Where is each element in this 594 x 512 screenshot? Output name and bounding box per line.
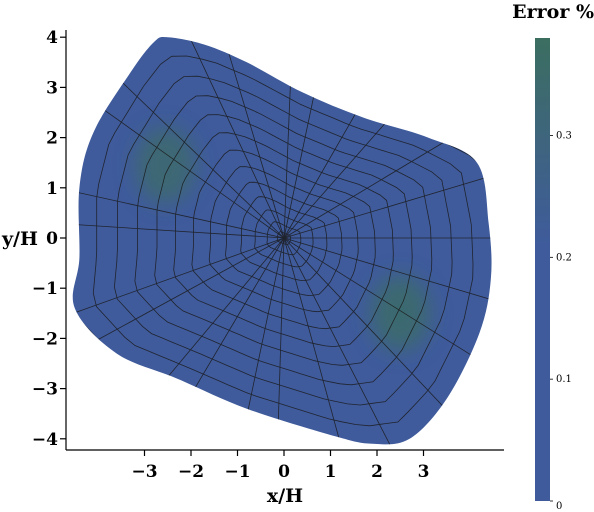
y-tick-label: −4	[32, 430, 58, 450]
mesh-spoke	[97, 104, 285, 239]
mesh-spoke	[283, 237, 479, 360]
mesh-spoke	[191, 237, 285, 395]
mesh-ring	[191, 149, 376, 330]
mesh-spoke	[92, 237, 285, 343]
mesh-spoke	[72, 237, 285, 316]
x-tick-label: 1	[325, 462, 337, 482]
x-tick-label: −3	[131, 462, 157, 482]
mesh-spoke	[283, 237, 342, 445]
y-tick-label: 0	[46, 229, 58, 249]
colorbar-tick-label: 0	[556, 501, 562, 512]
y-tick-label: 2	[46, 129, 58, 149]
y-tick-label: 1	[46, 179, 58, 199]
x-tick-label: 3	[418, 462, 430, 482]
x-ticks: −3 −2 −1 0 1 2 3	[131, 450, 429, 482]
mesh-spoke	[283, 237, 394, 445]
y-axis-label: y/H	[1, 228, 38, 250]
error-hotspot-1	[135, 127, 196, 204]
mesh-ring	[276, 231, 291, 246]
mesh-ring	[134, 95, 433, 386]
mesh-spoke	[283, 237, 492, 302]
y-tick-label: 3	[46, 78, 58, 98]
mesh-spoke	[72, 223, 285, 239]
mesh-spoke	[246, 237, 285, 418]
mesh-spoke	[283, 89, 316, 239]
colorbar-tick-label: 0.1	[556, 374, 572, 385]
mesh-spoke	[283, 118, 390, 239]
mesh-spoke	[187, 36, 285, 239]
colorbar: Error % 0 0.1 0.2 0.3	[512, 1, 594, 512]
mesh-ring	[154, 114, 413, 366]
mesh-ring	[266, 221, 302, 256]
y-tick-label: −2	[32, 329, 58, 349]
x-tick-label: 2	[371, 462, 383, 482]
mesh-spoke	[283, 107, 360, 239]
x-tick-label: −1	[224, 462, 250, 482]
mesh-ring	[208, 166, 359, 313]
colorbar-ticks: 0 0.1 0.2 0.3	[550, 130, 572, 512]
mesh-ring	[92, 55, 474, 427]
mesh-ring	[225, 181, 343, 297]
mesh-spoke	[72, 190, 285, 239]
mesh-spoke	[283, 78, 292, 239]
mesh-grid	[72, 36, 492, 445]
mesh-spoke	[283, 139, 449, 239]
x-tick-label: 0	[278, 462, 290, 482]
y-ticks: 4 3 2 1 0 −1 −2 −3 −4	[32, 28, 66, 450]
mesh-spoke	[163, 237, 285, 383]
mesh-spoke	[277, 237, 285, 428]
plot-area	[72, 36, 492, 445]
mesh-ring	[254, 209, 314, 268]
y-tick-label: −1	[32, 279, 58, 299]
y-tick-label: 4	[46, 28, 58, 48]
mesh-spoke	[115, 75, 285, 239]
mesh-ring	[113, 75, 453, 406]
mesh-spoke	[283, 237, 450, 414]
axes	[65, 30, 504, 451]
error-hotspot-2	[370, 275, 431, 352]
mesh-ring	[173, 132, 394, 348]
x-axis-label: x/H	[267, 485, 303, 507]
mesh-ring	[240, 196, 328, 282]
colorbar-gradient	[535, 38, 550, 501]
x-tick-label: −2	[178, 462, 204, 482]
error-hotspots	[135, 127, 431, 352]
colorbar-tick-label: 0.3	[556, 130, 572, 141]
mesh-spoke	[283, 176, 491, 239]
colorbar-tick-label: 0.2	[556, 252, 572, 263]
mesh-spoke	[226, 45, 285, 239]
y-tick-label: −3	[32, 380, 58, 400]
colorbar-title: Error %	[512, 1, 594, 23]
